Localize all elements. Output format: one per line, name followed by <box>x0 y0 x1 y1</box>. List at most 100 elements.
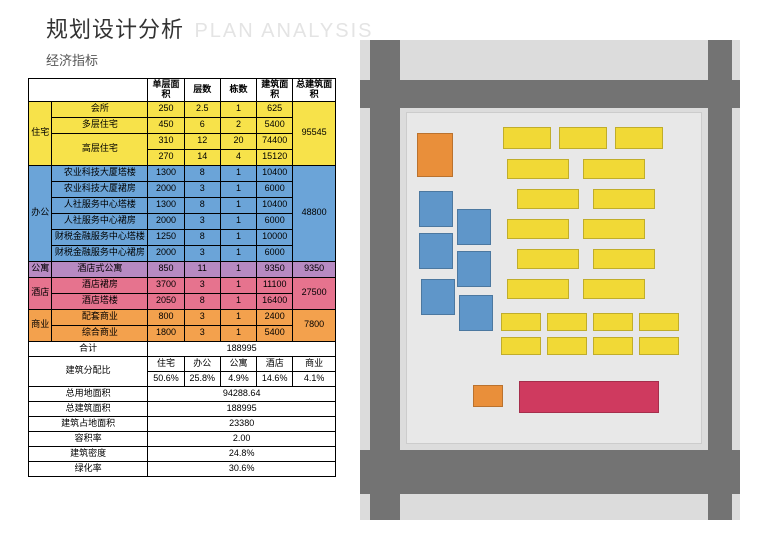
building-block <box>517 249 579 269</box>
building-block <box>639 313 679 331</box>
stat-val: 188995 <box>148 401 336 416</box>
col-floors: 层数 <box>184 79 220 102</box>
stat-row: 容积率2.00 <box>29 431 336 446</box>
num-cell: 1 <box>220 181 256 197</box>
num-cell: 4 <box>220 149 256 165</box>
name-cell: 酒店式公寓 <box>52 261 148 277</box>
road <box>360 450 740 494</box>
name-cell: 人社服务中心裙房 <box>52 213 148 229</box>
num-cell: 1 <box>220 293 256 309</box>
category-cell: 商业 <box>29 309 52 341</box>
num-cell: 625 <box>257 101 293 117</box>
num-cell: 6000 <box>257 245 293 261</box>
num-cell: 8 <box>184 197 220 213</box>
building-block <box>507 219 569 239</box>
num-cell: 10400 <box>257 197 293 213</box>
stat-val: 23380 <box>148 416 336 431</box>
num-cell: 3700 <box>148 277 184 293</box>
num-cell: 850 <box>148 261 184 277</box>
road <box>708 40 732 520</box>
category-cell: 住宅 <box>29 101 52 165</box>
table-row: 公寓酒店式公寓85011193509350 <box>29 261 336 277</box>
num-cell: 10000 <box>257 229 293 245</box>
name-cell: 综合商业 <box>52 325 148 341</box>
table-row: 综合商业1800315400 <box>29 325 336 341</box>
building-block <box>583 219 645 239</box>
num-cell: 1 <box>220 325 256 341</box>
building-block <box>501 313 541 331</box>
group-total: 95545 <box>293 101 336 165</box>
num-cell: 3 <box>184 213 220 229</box>
num-cell: 1 <box>220 213 256 229</box>
num-cell: 2050 <box>148 293 184 309</box>
col-per-floor: 单层面积 <box>148 79 184 102</box>
num-cell: 2000 <box>148 213 184 229</box>
building-block <box>419 191 453 227</box>
table-row: 办公农业科技大厦塔楼1300811040048800 <box>29 165 336 181</box>
num-cell: 20 <box>220 133 256 149</box>
num-cell: 8 <box>184 229 220 245</box>
table-row: 酒店塔楼20508116400 <box>29 293 336 309</box>
num-cell: 15120 <box>257 149 293 165</box>
building-block <box>507 159 569 179</box>
site-plan <box>360 40 740 520</box>
road <box>360 80 740 108</box>
num-cell: 12 <box>184 133 220 149</box>
num-cell: 2400 <box>257 309 293 325</box>
site-block <box>406 112 702 444</box>
table-row: 财税金融服务中心裙房2000316000 <box>29 245 336 261</box>
name-cell: 酒店裙房 <box>52 277 148 293</box>
num-cell: 3 <box>184 277 220 293</box>
name-cell: 高层住宅 <box>52 133 148 165</box>
table-row: 高层住宅310122074400 <box>29 133 336 149</box>
category-cell: 公寓 <box>29 261 52 277</box>
num-cell: 2000 <box>148 245 184 261</box>
name-cell: 会所 <box>52 101 148 117</box>
num-cell: 3 <box>184 245 220 261</box>
sum-value: 188995 <box>148 341 336 356</box>
building-block <box>593 189 655 209</box>
num-cell: 1 <box>220 101 256 117</box>
indicators-table: 单层面积 层数 栋数 建筑面积 总建筑面积 住宅会所2502.516259554… <box>28 78 336 477</box>
num-cell: 1250 <box>148 229 184 245</box>
building-block <box>503 127 551 149</box>
num-cell: 14 <box>184 149 220 165</box>
stat-row: 总建筑面积188995 <box>29 401 336 416</box>
building-block <box>473 385 503 407</box>
num-cell: 8 <box>184 165 220 181</box>
table-row: 酒店酒店裙房3700311110027500 <box>29 277 336 293</box>
num-cell: 3 <box>184 325 220 341</box>
building-block <box>421 279 455 315</box>
num-cell: 270 <box>148 149 184 165</box>
table-row: 住宅会所2502.5162595545 <box>29 101 336 117</box>
building-block <box>507 279 569 299</box>
num-cell: 1 <box>220 229 256 245</box>
name-cell: 财税金融服务中心塔楼 <box>52 229 148 245</box>
ratio-head-row: 建筑分配比 住宅 办公 公寓 酒店 商业 <box>29 356 336 371</box>
sum-label: 合计 <box>29 341 148 356</box>
stat-row: 绿化率30.6% <box>29 461 336 476</box>
num-cell: 800 <box>148 309 184 325</box>
name-cell: 酒店塔楼 <box>52 293 148 309</box>
num-cell: 1300 <box>148 165 184 181</box>
num-cell: 2000 <box>148 181 184 197</box>
col-count: 栋数 <box>220 79 256 102</box>
num-cell: 310 <box>148 133 184 149</box>
num-cell: 3 <box>184 309 220 325</box>
stat-row: 建筑密度24.8% <box>29 446 336 461</box>
stat-val: 2.00 <box>148 431 336 446</box>
table-row: 农业科技大厦裙房2000316000 <box>29 181 336 197</box>
stat-key: 绿化率 <box>29 461 148 476</box>
num-cell: 450 <box>148 117 184 133</box>
building-block <box>559 127 607 149</box>
group-total: 9350 <box>293 261 336 277</box>
num-cell: 1 <box>220 197 256 213</box>
building-block <box>593 337 633 355</box>
table-row: 人社服务中心裙房2000316000 <box>29 213 336 229</box>
num-cell: 9350 <box>257 261 293 277</box>
building-block <box>457 251 491 287</box>
building-block <box>457 209 491 245</box>
page-title: 规划设计分析 <box>46 17 184 42</box>
num-cell: 3 <box>184 181 220 197</box>
stat-key: 建筑密度 <box>29 446 148 461</box>
